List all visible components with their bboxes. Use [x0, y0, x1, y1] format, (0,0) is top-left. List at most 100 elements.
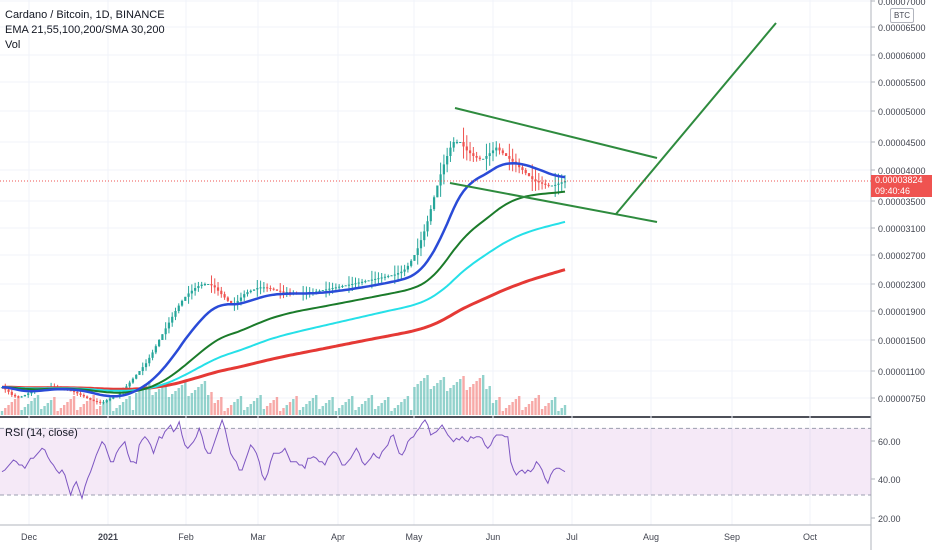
volume-bar-66: [216, 400, 220, 415]
volume-bar-21: [69, 399, 72, 415]
chart-title: Cardano / Bitcoin, 1D, BINANCE: [5, 9, 165, 21]
time-label-10: Oct: [803, 532, 818, 542]
volume-bar-88: [288, 402, 292, 415]
candle-body-46: [151, 352, 154, 358]
candle-body-150: [491, 150, 495, 154]
candle-body-64: [210, 284, 213, 286]
candle-body-31: [102, 401, 105, 403]
candle-body-76: [249, 290, 252, 293]
volume-bar-125: [409, 410, 413, 415]
candle-body-61: [200, 284, 203, 287]
volume-bar-1: [4, 408, 7, 415]
volume-bar-38: [125, 399, 128, 415]
candle-body-166: [544, 183, 547, 185]
volume-bar-97: [318, 409, 321, 415]
volume-legend: Vol: [5, 39, 21, 51]
volume-bar-41: [135, 393, 138, 415]
volume-bar-138: [452, 385, 455, 415]
candle-body-131: [429, 209, 432, 222]
candle-body-56: [184, 296, 187, 301]
channel-lower-line: [449, 182, 658, 223]
candle-body-139: [455, 142, 459, 143]
candle-body-54: [177, 305, 180, 311]
candle-body-43: [141, 367, 144, 371]
candle-body-5: [17, 396, 20, 398]
candle-body-162: [531, 176, 534, 180]
candle-body-142: [465, 146, 468, 151]
candle-body-23: [76, 391, 79, 394]
volume-bar-171: [560, 408, 563, 415]
candle-body-165: [540, 182, 544, 184]
volume-bar-148: [485, 389, 488, 415]
candle-body-83: [272, 288, 275, 290]
candle-body-123: [403, 269, 406, 272]
ema-200-line: [2, 268, 566, 391]
volume-bar-122: [400, 402, 403, 415]
candle-body-48: [158, 340, 161, 347]
volume-bar-154: [504, 408, 508, 415]
rsi-tick-label-2: 20.00: [878, 514, 901, 524]
candle-body-169: [554, 184, 557, 186]
indicators-legend: EMA 21,55,100,200/SMA 30,200: [5, 24, 165, 36]
volume-bar-121: [396, 405, 400, 415]
candle-body-47: [154, 346, 157, 353]
volume-bar-157: [514, 399, 518, 415]
volume-bar-7: [23, 407, 27, 415]
volume-bar-136: [445, 391, 449, 415]
candle-body-137: [449, 147, 452, 156]
volume-bar-145: [475, 381, 478, 415]
volume-bar-150: [491, 403, 495, 415]
volume-bar-6: [20, 410, 23, 415]
volume-bar-149: [488, 386, 491, 415]
volume-bar-141: [462, 376, 465, 415]
candle-body-160: [524, 170, 527, 174]
candle-body-132: [432, 197, 436, 210]
volume-bar-99: [324, 403, 328, 415]
candle-body-155: [508, 156, 511, 159]
volume-bar-0: [0, 411, 4, 415]
volume-bar-85: [279, 411, 282, 415]
quote-unit-badge[interactable]: BTC: [890, 8, 914, 23]
volume-bar-83: [272, 400, 275, 415]
last-price-value: 0.00003824: [875, 175, 923, 185]
candle-body-140: [459, 142, 462, 143]
candle-body-8: [27, 393, 30, 395]
volume-bar-84: [275, 397, 279, 415]
volume-bar-77: [252, 401, 256, 415]
volume-bar-152: [498, 397, 501, 415]
volume-bar-110: [360, 404, 364, 415]
volume-bar-34: [112, 411, 115, 415]
volume-bar-96: [315, 395, 318, 415]
volume-bar-10: [33, 398, 36, 415]
candle-body-63: [207, 284, 210, 285]
candle-body-145: [475, 156, 478, 158]
volume-bar-56: [184, 382, 187, 415]
candle-body-112: [367, 280, 370, 282]
price-tick-label-2: 0.00006000: [878, 51, 926, 61]
volume-bar-76: [249, 404, 252, 415]
volume-bar-29: [95, 409, 99, 415]
candle-body-138: [452, 142, 455, 148]
candle-body-77: [252, 289, 256, 291]
volume-bar-101: [331, 397, 334, 415]
volume-bar-168: [550, 400, 554, 415]
volume-bar-133: [436, 383, 439, 415]
volume-bar-105: [344, 402, 347, 415]
volume-bar-30: [98, 406, 102, 415]
volume-bar-58: [190, 393, 194, 415]
candle-body-86: [282, 291, 285, 293]
volume-bar-134: [439, 380, 442, 415]
candle-body-172: [563, 181, 567, 183]
candle-body-4: [13, 394, 17, 397]
volume-bar-71: [233, 402, 236, 415]
candle-body-168: [550, 185, 554, 187]
volume-bar-119: [390, 411, 393, 415]
candle-body-7: [23, 394, 27, 397]
candle-body-6: [20, 396, 23, 398]
volume-bar-124: [406, 396, 410, 415]
candle-body-106: [347, 284, 351, 286]
volume-bar-50: [164, 383, 167, 415]
volume-bar-61: [200, 384, 203, 415]
candle-body-80: [262, 287, 265, 289]
